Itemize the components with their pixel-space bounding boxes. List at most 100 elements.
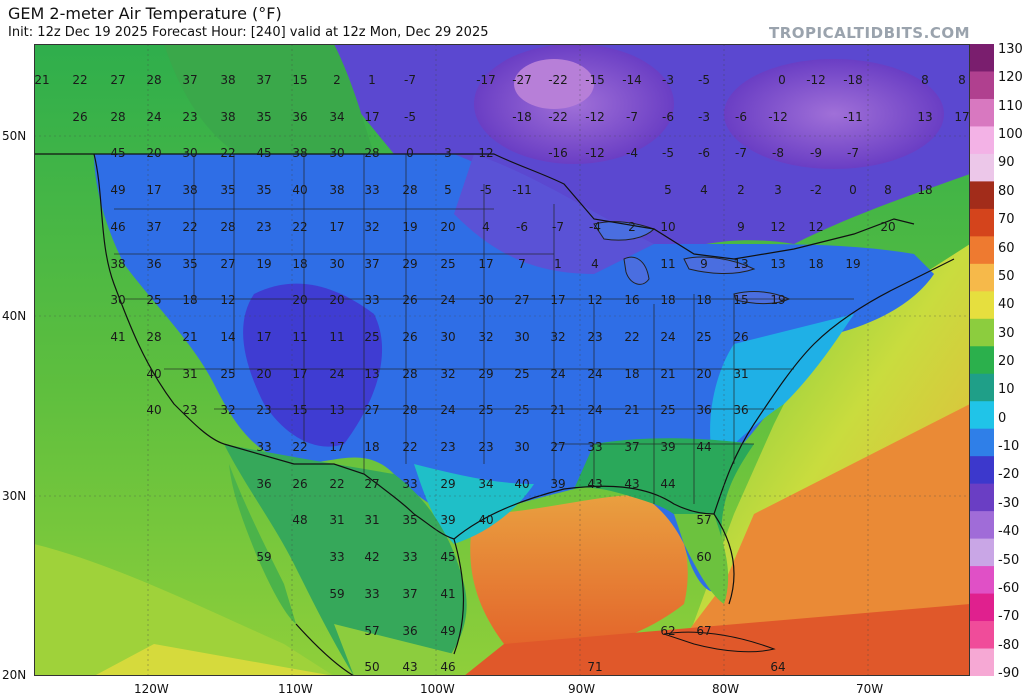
temperature-value: -3: [698, 110, 710, 124]
temperature-value: 25: [364, 330, 379, 344]
temperature-value: 39: [660, 440, 675, 454]
cold-core-deep: [514, 59, 594, 109]
temperature-value: -27: [512, 73, 532, 87]
temperature-value: -7: [404, 73, 416, 87]
temperature-value: -5: [404, 110, 416, 124]
temperature-value: 30: [329, 146, 344, 160]
temperature-value: 41: [440, 587, 455, 601]
temperature-value: 27: [220, 257, 235, 271]
temperature-value: 29: [478, 367, 493, 381]
temperature-value: 38: [220, 73, 235, 87]
colorbar-segment: [970, 318, 994, 347]
temperature-value: 33: [256, 440, 271, 454]
temperature-value: 12: [478, 146, 493, 160]
temperature-value: 38: [220, 110, 235, 124]
gulf-of-mexico: [470, 494, 688, 652]
temperature-value: -12: [585, 146, 605, 160]
temperature-value: 67: [696, 624, 711, 638]
temperature-value: 25: [514, 367, 529, 381]
temperature-value: 17: [550, 293, 565, 307]
temperature-value: 2: [737, 183, 745, 197]
temperature-value: 15: [292, 403, 307, 417]
temperature-value: 1: [554, 257, 562, 271]
temperature-value: 26: [733, 330, 748, 344]
temperature-value: 38: [292, 146, 307, 160]
temperature-value: 33: [364, 183, 379, 197]
temperature-value: 19: [845, 257, 860, 271]
temperature-value: 29: [440, 477, 455, 491]
temperature-value: 17: [146, 183, 161, 197]
temperature-value: 22: [292, 440, 307, 454]
temperature-value: 49: [110, 183, 125, 197]
temperature-value: -2: [810, 183, 822, 197]
west-coast: [93, 153, 225, 445]
temperature-value: 21: [182, 330, 197, 344]
temperature-value: 21: [34, 73, 49, 87]
temperature-value: 40: [514, 477, 529, 491]
temperature-value: 37: [624, 440, 639, 454]
temperature-value: 34: [478, 477, 493, 491]
map-frame: [34, 44, 970, 676]
colorbar-segment: [970, 126, 994, 155]
temperature-value: 38: [329, 183, 344, 197]
colorbar-tick-label: 0: [998, 410, 1007, 426]
temperature-value: -12: [768, 110, 788, 124]
temperature-value: 3: [444, 146, 452, 160]
colorbar-segment: [970, 71, 994, 100]
temperature-value: -7: [735, 146, 747, 160]
temperature-value: -15: [585, 73, 605, 87]
us-inner-cold: [243, 283, 383, 447]
temperature-value: 49: [440, 624, 455, 638]
colorbar-tick-label: -50: [998, 552, 1020, 568]
temperature-value: 26: [402, 330, 417, 344]
temperature-value: 17: [292, 367, 307, 381]
temperature-value: 40: [478, 513, 493, 527]
temperature-value: 13: [364, 367, 379, 381]
temperature-value: 28: [110, 110, 125, 124]
temperature-value: 43: [587, 477, 602, 491]
temperature-value: 20: [256, 367, 271, 381]
colorbar-tick-label: 130: [998, 42, 1023, 57]
temperature-value: 28: [364, 146, 379, 160]
cold-core-quebec: [724, 59, 944, 169]
temperature-value: 25: [696, 330, 711, 344]
colorbar-segment: [970, 98, 994, 127]
temperature-value: 22: [72, 73, 87, 87]
temperature-value: 46: [110, 220, 125, 234]
temperature-value: 22: [624, 330, 639, 344]
colorbar-tick-label: 70: [998, 212, 1015, 228]
temperature-value: 24: [550, 367, 565, 381]
temperature-value: 40: [146, 367, 161, 381]
temperature-value: 42: [364, 550, 379, 564]
temperature-value: 24: [660, 330, 675, 344]
temperature-value: 30: [514, 330, 529, 344]
temperature-value: 33: [402, 550, 417, 564]
western-canada: [164, 44, 374, 186]
colorbar-segment: [970, 483, 994, 512]
colorbar-segment: [970, 291, 994, 320]
temperature-value: 39: [440, 513, 455, 527]
temperature-value: 29: [402, 257, 417, 271]
temperature-value: 64: [770, 660, 785, 674]
temperature-value: -12: [585, 110, 605, 124]
temperature-value: -18: [843, 73, 863, 87]
colorbar-tick-label: 40: [998, 297, 1015, 313]
temperature-value: 36: [292, 110, 307, 124]
baja-california: [229, 464, 296, 624]
temperature-value: 28: [146, 73, 161, 87]
temperature-value: 17: [329, 220, 344, 234]
temperature-value: 23: [256, 220, 271, 234]
temperature-value: 60: [696, 550, 711, 564]
temperature-value: 38: [110, 257, 125, 271]
temperature-value: 30: [478, 293, 493, 307]
colorbar-tick-label: 120: [998, 70, 1023, 86]
temperature-value: -4: [589, 220, 601, 234]
temperature-value: 18: [660, 293, 675, 307]
temperature-value: 8: [884, 183, 892, 197]
temperature-value: 23: [440, 440, 455, 454]
colorbar-segment: [970, 428, 994, 457]
temperature-value: -17: [476, 73, 496, 87]
temperature-value: 18: [917, 183, 932, 197]
temperature-value: 32: [550, 330, 565, 344]
temperature-value: 12: [770, 220, 785, 234]
